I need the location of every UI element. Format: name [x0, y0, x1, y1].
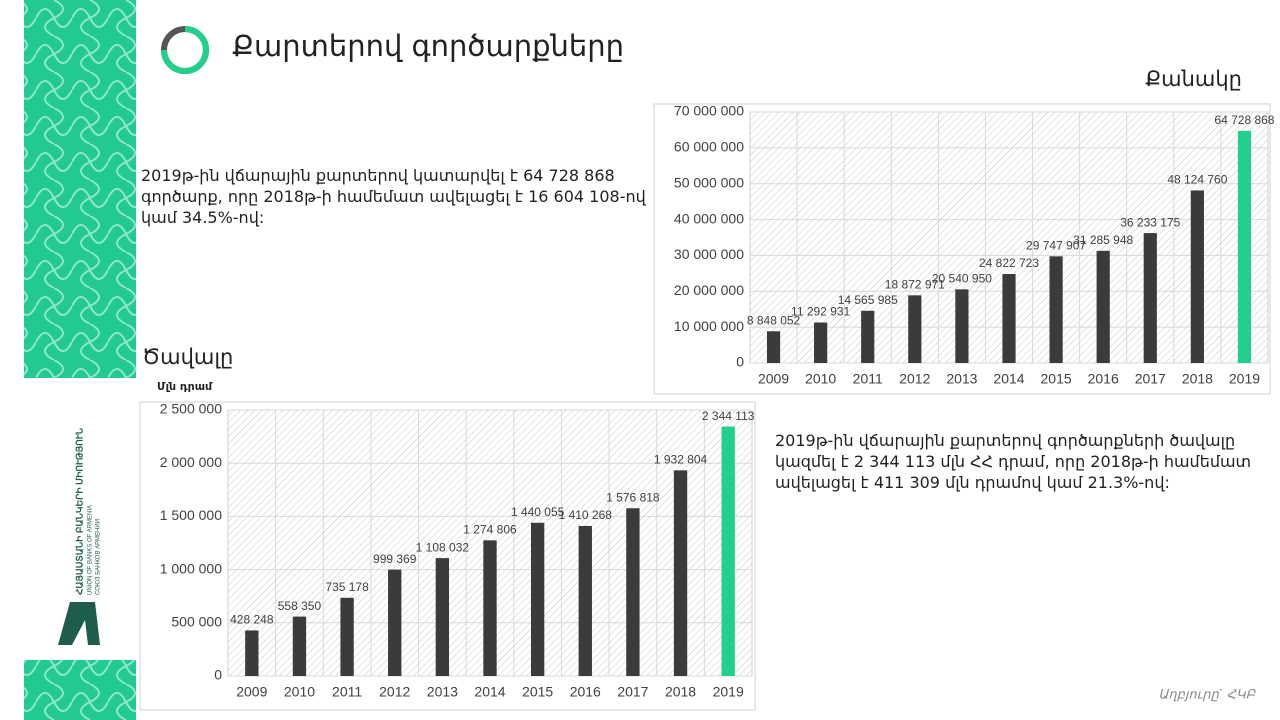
- y-tick-label: 500 000: [171, 614, 222, 630]
- x-tick-label: 2014: [993, 371, 1024, 387]
- value-label: 1 274 806: [463, 523, 517, 537]
- y-axis-label: Մլն դրամ: [157, 380, 213, 393]
- bar: [1143, 233, 1157, 363]
- y-tick-label: 40 000 000: [674, 210, 744, 226]
- x-tick-label: 2015: [522, 684, 553, 700]
- value-label: 558 350: [278, 599, 322, 613]
- x-tick-label: 2019: [713, 684, 744, 700]
- x-tick-label: 2012: [899, 371, 930, 387]
- value-label: 48 124 760: [1167, 173, 1227, 187]
- x-tick-label: 2013: [427, 684, 458, 700]
- x-tick-label: 2010: [284, 684, 315, 700]
- logo-line: СОЮЗ БАНКОВ АРМЕНИИ: [96, 519, 102, 595]
- x-tick-label: 2011: [332, 684, 362, 700]
- y-tick-label: 2 500 000: [160, 401, 222, 417]
- x-tick-label: 2011: [853, 371, 883, 387]
- y-tick-label: 60 000 000: [674, 139, 744, 155]
- x-tick-label: 2018: [665, 684, 696, 700]
- y-tick-label: 20 000 000: [674, 282, 744, 298]
- logo-line: ՀԱՅԱՍՏԱՆԻ ԲԱՆԿԵՐԻ ՄԻՈՒԹՅՈՒՆ: [74, 427, 84, 595]
- value-label: 20 540 950: [932, 272, 992, 286]
- value-label: 8 848 052: [747, 313, 801, 327]
- x-tick-label: 2017: [617, 684, 648, 700]
- y-tick-label: 50 000 000: [674, 174, 744, 190]
- chart-title: Ծավալը: [142, 345, 233, 369]
- bar: [530, 522, 545, 676]
- value-label: 18 872 971: [885, 277, 945, 291]
- y-tick-label: 2 000 000: [160, 454, 222, 470]
- paragraph: 2019թ-ին վճարային քարտերով գործարքների ծ…: [775, 431, 1252, 492]
- logo-text: ՀԱՅԱՍՏԱՆԻ ԲԱՆԿԵՐԻ ՄԻՈՒԹՅՈՒՆ UNION OF BAN…: [74, 427, 101, 595]
- value-label: 24 822 723: [979, 256, 1039, 270]
- decor-strip: [24, 0, 136, 378]
- bar: [578, 525, 592, 676]
- title-icon-arc: [161, 26, 209, 74]
- value-label: 428 248: [230, 613, 274, 627]
- bar: [245, 630, 259, 676]
- paragraph: 2019թ-ին վճարային քարտերով կատարվել է 64…: [141, 166, 646, 227]
- bar: [626, 508, 640, 676]
- x-tick-label: 2013: [946, 371, 977, 387]
- logo-line: UNION OF BANKS OF ARMENIA: [88, 505, 94, 595]
- value-label: 36 233 175: [1120, 215, 1180, 229]
- decor-strip: [24, 660, 136, 720]
- bar: [1190, 190, 1204, 363]
- bar: [861, 310, 875, 363]
- slide-title: Քարտերով գործարքները: [232, 29, 624, 63]
- bar: [814, 322, 828, 363]
- bar: [766, 331, 781, 363]
- bar: [435, 558, 450, 676]
- bar: [388, 569, 402, 676]
- x-tick-label: 2010: [805, 371, 836, 387]
- y-tick-label: 70 000 000: [674, 103, 744, 119]
- value-label: 64 728 868: [1214, 113, 1274, 127]
- bar: [340, 597, 354, 676]
- value-label: 11 292 931: [791, 305, 850, 319]
- y-tick-label: 1 500 000: [160, 507, 222, 523]
- bar: [1002, 273, 1016, 363]
- value-label: 29 747 907: [1026, 239, 1086, 253]
- bar: [1049, 256, 1063, 363]
- x-tick-label: 2016: [570, 684, 601, 700]
- bar: [1237, 130, 1252, 363]
- value-label: 1 108 032: [416, 540, 470, 554]
- value-label: 1 576 818: [606, 490, 660, 504]
- value-label: 1 932 804: [654, 453, 708, 467]
- bar: [721, 426, 735, 676]
- y-tick-label: 10 000 000: [674, 318, 744, 334]
- bar: [908, 295, 922, 363]
- bar: [673, 470, 688, 676]
- y-tick-label: 0: [736, 354, 744, 370]
- bar: [292, 616, 307, 676]
- x-tick-label: 2014: [474, 684, 505, 700]
- x-tick-label: 2019: [1229, 371, 1260, 387]
- x-tick-label: 2017: [1135, 371, 1166, 387]
- x-tick-label: 2012: [379, 684, 410, 700]
- y-tick-label: 1 000 000: [160, 560, 222, 576]
- value-label: 1 410 268: [559, 508, 613, 522]
- x-tick-label: 2018: [1182, 371, 1213, 387]
- value-label: 2 344 113: [702, 409, 755, 423]
- logo-mark: [58, 602, 100, 645]
- chart-title: Քանակը: [1145, 67, 1242, 91]
- x-tick-label: 2009: [758, 371, 789, 387]
- bar: [483, 540, 497, 676]
- value-label: 14 565 985: [838, 293, 898, 307]
- y-tick-label: 30 000 000: [674, 246, 744, 262]
- value-label: 1 440 055: [511, 505, 565, 519]
- value-label: 31 285 948: [1073, 233, 1133, 247]
- x-tick-label: 2009: [236, 684, 267, 700]
- value-label: 735 178: [325, 580, 369, 594]
- value-label: 999 369: [373, 552, 417, 566]
- x-tick-label: 2015: [1041, 371, 1072, 387]
- bar: [1096, 250, 1110, 363]
- source: Աղբյուրը` ՀԿԲ: [1158, 686, 1256, 701]
- y-tick-label: 0: [214, 667, 222, 683]
- x-tick-label: 2016: [1088, 371, 1119, 387]
- bar: [955, 289, 969, 363]
